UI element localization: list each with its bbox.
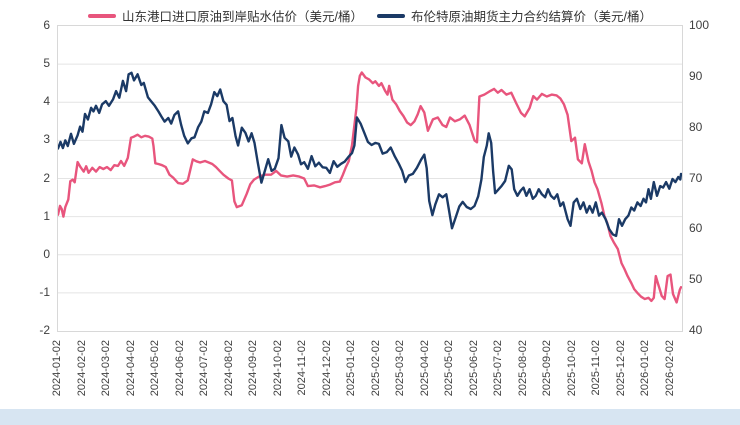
x-tick-label-text: 2024-02-02 — [75, 340, 88, 397]
y-left-tick-label: 6 — [43, 18, 50, 32]
x-tick-label-text: 2025-09-02 — [541, 340, 553, 397]
y-right-tick-label: 100 — [689, 18, 710, 32]
legend-item-brent-settlement: 布伦特原油期货主力合约结算价（美元/桶） — [377, 6, 652, 25]
x-tick-label-text: 2024-06-02 — [173, 340, 186, 397]
y-left-tick-label: -1 — [39, 284, 50, 299]
x-tick-label-text: 2024-10-02 — [271, 340, 284, 397]
y-right-tick-label: 70 — [689, 170, 703, 185]
y-right-tick-label: 40 — [689, 323, 703, 337]
x-tick-label-text: 2024-11-02 — [296, 340, 308, 396]
x-tick-label-text: 2025-10-02 — [565, 340, 578, 397]
x-tick-label-text: 2024-04-02 — [124, 340, 137, 397]
x-tick-label-text: 2025-03-02 — [394, 340, 406, 397]
legend-label-brent-settlement: 布伦特原油期货主力合约结算价（美元/桶） — [411, 10, 652, 24]
series-shandong-discount-line — [58, 71, 682, 304]
chart-svg — [58, 63, 682, 304]
x-tick-label-text: 2024-01-02 — [51, 340, 63, 397]
legend-line-swatch-navy — [377, 13, 405, 18]
series-brent-settlement-line — [58, 71, 682, 238]
x-tick-label-text: 2025-06-02 — [467, 340, 480, 397]
legend-item-shandong-discount: 山东港口进口原油到岸贴水估价（美元/桶） — [88, 6, 363, 25]
x-tick-label-text: 2024-09-02 — [247, 340, 259, 397]
y-left-tick-label: 5 — [43, 56, 50, 71]
x-tick-label-text: 2026-01-02 — [639, 340, 651, 397]
x-tick-label-text: 2024-12-02 — [320, 340, 333, 397]
x-tick-label-text: 2025-11-02 — [590, 340, 602, 396]
x-tick-label-text: 2026-02-02 — [663, 340, 676, 397]
page-bottom-strip — [0, 409, 740, 425]
x-tick-label-text: 2024-07-02 — [198, 340, 210, 397]
x-tick-label-text: 2025-07-02 — [492, 340, 504, 397]
y-right-tick-label: 50 — [689, 272, 703, 287]
x-tick-label-text: 2024-08-02 — [222, 340, 235, 397]
y-left-tick-label: 1 — [43, 208, 50, 223]
x-tick-label-text: 2025-05-02 — [443, 340, 455, 397]
y-right-tick-label: 60 — [689, 221, 703, 236]
x-tick-label-text: 2025-02-02 — [369, 340, 382, 397]
y-left-tick-label: 3 — [43, 132, 50, 147]
legend-line-swatch-pink — [88, 13, 117, 18]
chart-legend: 山东港口进口原油到岸贴水估价（美元/桶） 布伦特原油期货主力合约结算价（美元/桶… — [0, 6, 740, 25]
y-right-tick-label: 80 — [689, 119, 703, 134]
legend-label-shandong-discount: 山东港口进口原油到岸贴水估价（美元/桶） — [122, 10, 363, 24]
y-right-tick-label: 90 — [689, 68, 703, 83]
y-left-tick-label: 0 — [43, 246, 50, 261]
x-tick-label-text: 2025-08-02 — [516, 340, 529, 397]
x-tick-label-text: 2025-12-02 — [614, 340, 627, 397]
x-tick-label-text: 2025-01-02 — [345, 340, 357, 397]
y-left-tick-label: -2 — [39, 323, 50, 337]
plot-area — [57, 25, 683, 332]
x-tick-label-text: 2024-05-02 — [149, 340, 161, 397]
x-tick-label-text: 2025-04-02 — [418, 340, 431, 397]
x-tick-label-text: 2024-03-02 — [100, 340, 112, 397]
y-left-tick-label: 2 — [43, 170, 50, 185]
y-left-tick-label: 4 — [43, 94, 50, 109]
